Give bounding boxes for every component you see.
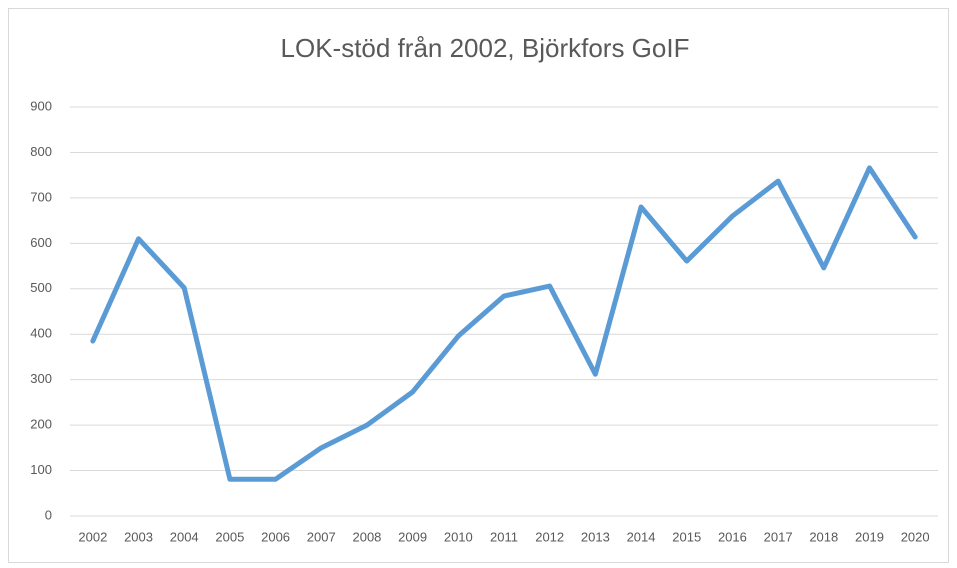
y-tick-label: 700	[30, 189, 52, 204]
x-tick-label: 2007	[307, 529, 336, 544]
x-tick-label: 2011	[490, 529, 518, 544]
y-tick-label: 300	[30, 371, 52, 386]
chart-border	[8, 8, 949, 563]
x-tick-label: 2013	[581, 529, 610, 544]
x-tick-label: 2015	[672, 529, 701, 544]
y-tick-label: 900	[30, 98, 52, 113]
x-tick-label: 2020	[901, 529, 930, 544]
x-tick-label: 2010	[444, 529, 473, 544]
y-tick-label: 0	[45, 507, 52, 522]
x-tick-label: 2005	[215, 529, 244, 544]
x-tick-label: 2008	[352, 529, 381, 544]
y-tick-label: 100	[30, 462, 52, 477]
x-tick-label: 2014	[627, 529, 656, 544]
x-tick-label: 2006	[261, 529, 290, 544]
y-tick-label: 800	[30, 144, 52, 159]
chart-title: LOK-stöd från 2002, Björkfors GoIF	[281, 33, 690, 63]
y-tick-label: 200	[30, 417, 52, 432]
x-tick-label: 2016	[718, 529, 747, 544]
x-tick-label: 2012	[535, 529, 564, 544]
data-line	[90, 165, 918, 482]
x-tick-label: 2002	[78, 529, 107, 544]
y-tick-label: 600	[30, 235, 52, 250]
x-tick-label: 2003	[124, 529, 153, 544]
x-tick-label: 2009	[398, 529, 427, 544]
x-tick-label: 2004	[170, 529, 199, 544]
y-tick-label: 500	[30, 280, 52, 295]
x-tick-label: 2018	[809, 529, 838, 544]
x-tick-label: 2017	[764, 529, 793, 544]
x-tick-label: 2019	[855, 529, 884, 544]
y-tick-label: 400	[30, 326, 52, 341]
